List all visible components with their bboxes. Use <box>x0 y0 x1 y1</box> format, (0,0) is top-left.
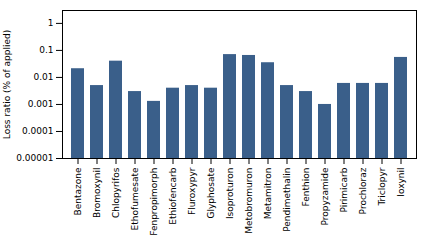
svg-text:Fluroxypyr: Fluroxypyr <box>187 167 197 215</box>
svg-text:0.01: 0.01 <box>33 72 53 82</box>
svg-text:Bentazone: Bentazone <box>73 167 83 215</box>
svg-text:Propyzamide: Propyzamide <box>320 167 330 226</box>
svg-text:0.001: 0.001 <box>28 99 54 109</box>
svg-text:Pendimethalin: Pendimethalin <box>282 168 292 232</box>
svg-text:Metamitron: Metamitron <box>263 168 273 220</box>
svg-text:Glyphosate: Glyphosate <box>206 167 216 218</box>
svg-text:Ethofumesate: Ethofumesate <box>130 167 140 230</box>
svg-text:1: 1 <box>48 18 54 28</box>
svg-text:Prochloraz: Prochloraz <box>358 167 368 214</box>
svg-text:0.0001: 0.0001 <box>22 126 54 136</box>
svg-text:Chlopyrifos: Chlopyrifos <box>111 167 121 218</box>
svg-text:Pirimicarb: Pirimicarb <box>339 167 349 212</box>
svg-text:Ioxynil: Ioxynil <box>396 168 406 197</box>
svg-text:0.1: 0.1 <box>39 45 53 55</box>
svg-text:Fenthion: Fenthion <box>301 168 311 207</box>
svg-text:Isoproturon: Isoproturon <box>225 168 235 220</box>
svg-text:Ethiofencarb: Ethiofencarb <box>168 167 178 224</box>
svg-text:0.00001: 0.00001 <box>16 153 53 163</box>
svg-text:Loss ratio (% of applied): Loss ratio (% of applied) <box>2 30 12 139</box>
svg-text:Fenpropimorph: Fenpropimorph <box>149 168 159 236</box>
svg-text:Bromoxynil: Bromoxynil <box>92 168 102 219</box>
svg-text:Metobromuron: Metobromuron <box>244 168 254 234</box>
svg-text:Triclopyr: Triclopyr <box>377 167 387 206</box>
